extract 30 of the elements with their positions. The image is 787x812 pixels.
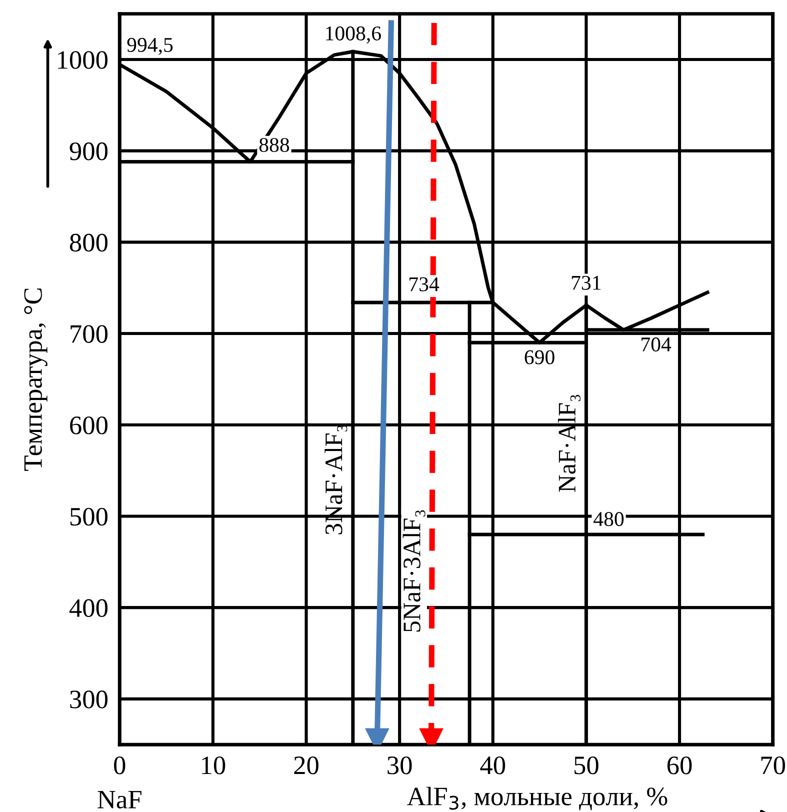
y-tick-label: 1000 xyxy=(58,51,108,69)
x-axis-title: AlF$_{3}$, мольные доли, % xyxy=(407,786,668,810)
y-tick-label: 400 xyxy=(69,599,108,617)
y-tick-label: 700 xyxy=(70,325,108,343)
annotation: 3NaF·AlF₃ xyxy=(324,425,348,534)
x-tick-label: 60 xyxy=(667,756,692,774)
y-tick-label: 500 xyxy=(70,508,108,526)
x-tick-label: 40 xyxy=(480,756,506,774)
annotation: 888 xyxy=(259,138,290,152)
y-tick-label: 600 xyxy=(70,416,108,434)
x-tick-label: 50 xyxy=(574,756,598,774)
annotation: 734 xyxy=(410,277,440,292)
y-tick-label: 900 xyxy=(70,142,108,160)
annotation: 690 xyxy=(524,350,554,364)
x-tick-label: 10 xyxy=(202,756,226,774)
x-tick-label: 20 xyxy=(294,756,318,774)
text: NaF xyxy=(98,790,142,808)
x-tick-label: 70 xyxy=(761,756,786,774)
x-tick-label: 0 xyxy=(114,756,126,774)
annotation: 1008,6 xyxy=(326,26,381,44)
annotation: 994,5 xyxy=(127,38,173,55)
annotation: 704 xyxy=(642,337,672,352)
annotation: 480 xyxy=(594,512,624,526)
y-tick-label: 300 xyxy=(70,690,108,708)
y-axis-title: Температура, °C xyxy=(24,288,48,471)
annotation: 5NaF·3AlF₃ xyxy=(402,510,426,632)
x-tick-label: 30 xyxy=(388,756,412,774)
y-tick-label: 800 xyxy=(70,234,108,252)
annotation: 731 xyxy=(572,276,601,290)
annotation: NaF·AlF₃ xyxy=(558,394,580,492)
